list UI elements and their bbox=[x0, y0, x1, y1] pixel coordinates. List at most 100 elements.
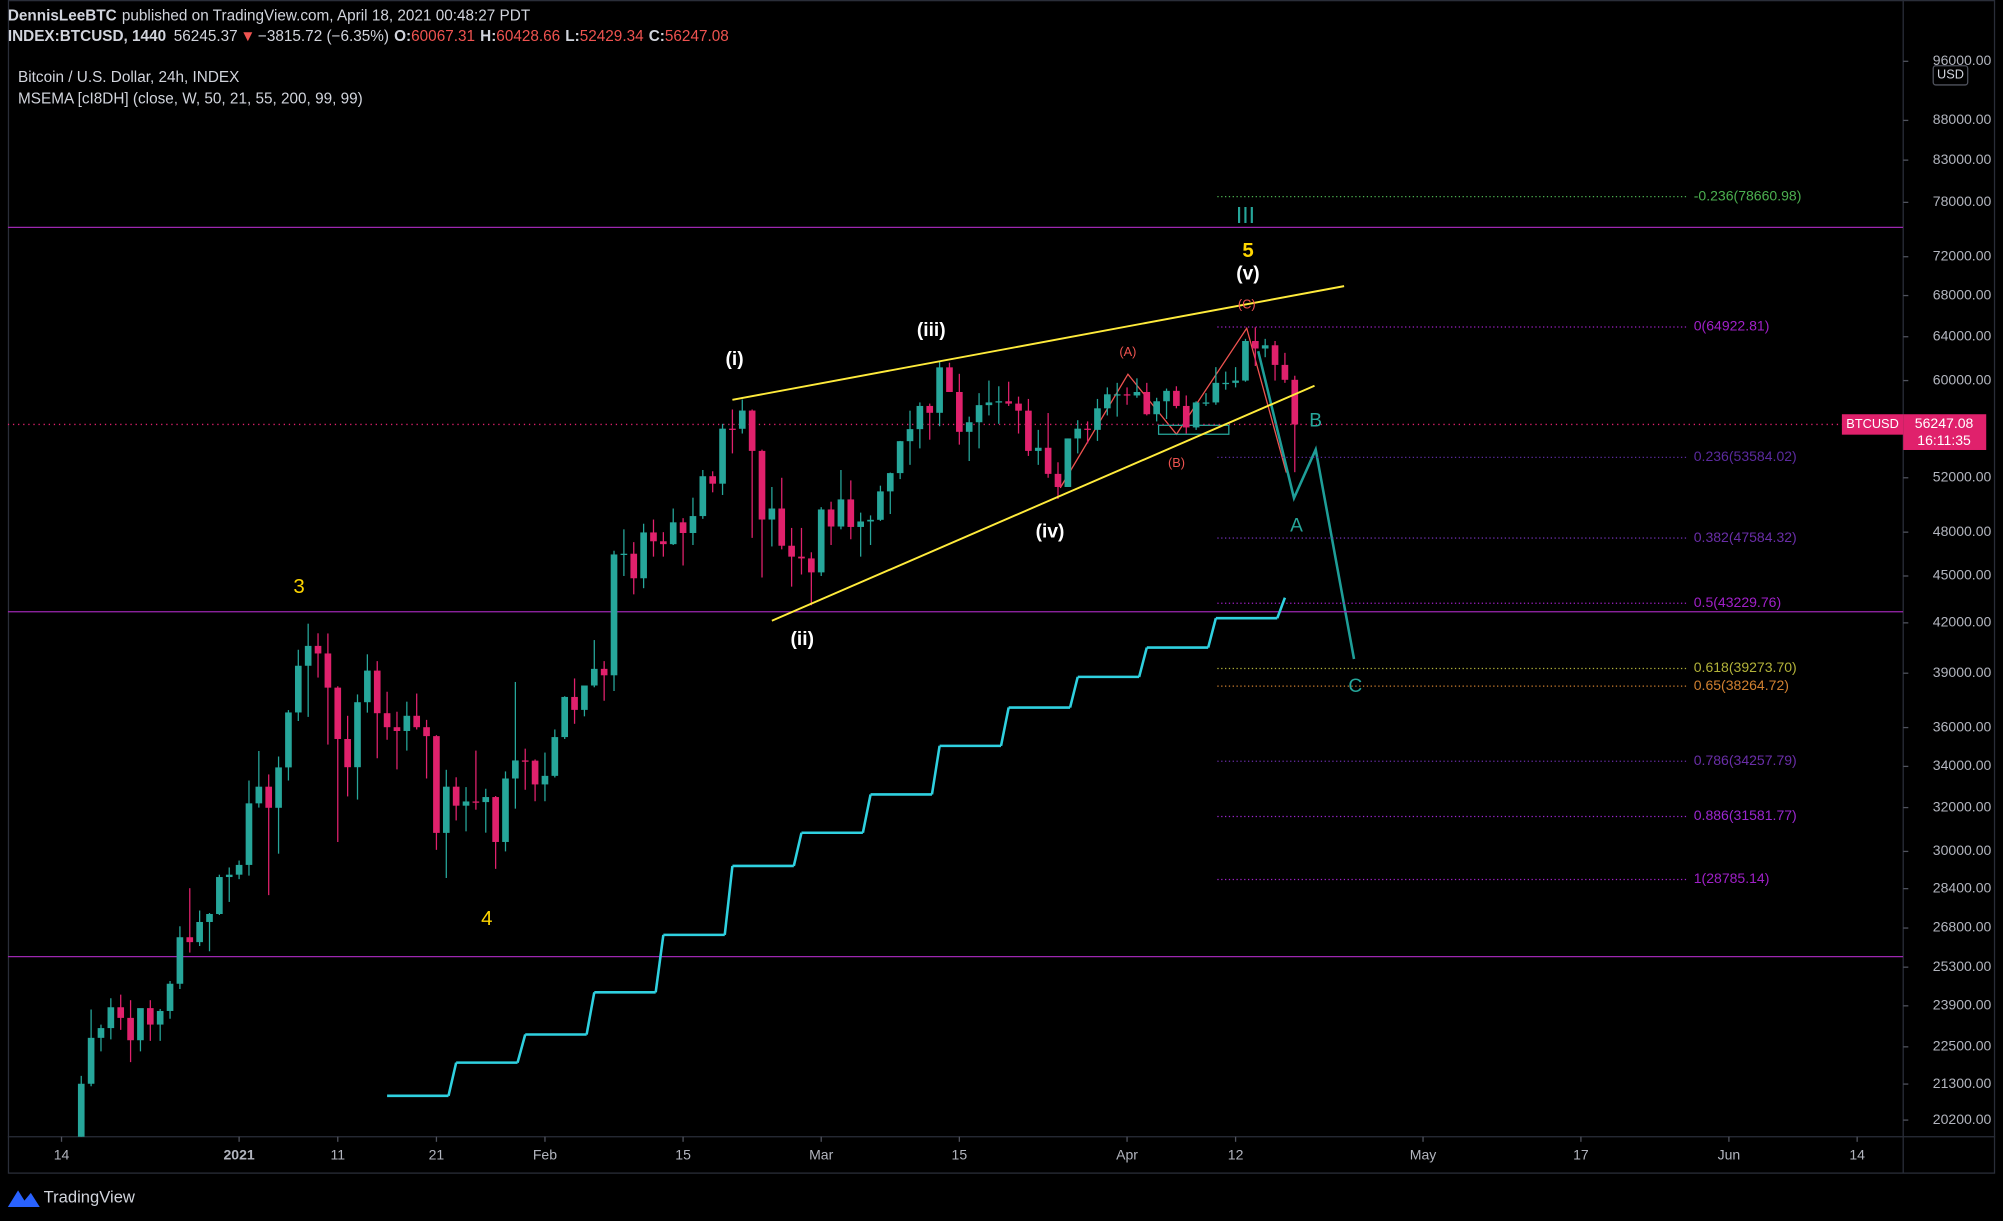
y-tick-label: 72000.00 bbox=[1933, 247, 1992, 263]
symbol-tag-text: BTCUSD bbox=[1846, 416, 1898, 431]
y-tick-label: 23900.00 bbox=[1933, 997, 1992, 1013]
candle-body bbox=[324, 653, 332, 688]
fib-label: 1(28785.14) bbox=[1694, 870, 1770, 886]
candle-body bbox=[413, 715, 421, 728]
candle-body bbox=[748, 410, 756, 451]
candle-body bbox=[729, 428, 736, 430]
candle-body bbox=[196, 921, 203, 943]
last: 56245.37 bbox=[174, 28, 238, 45]
msema-connector bbox=[1206, 617, 1218, 648]
candle-body bbox=[719, 428, 726, 484]
fib-label: 0.886(31581.77) bbox=[1694, 807, 1797, 823]
fib-label: 0.786(34257.79) bbox=[1694, 752, 1797, 768]
candle-body bbox=[640, 532, 647, 579]
y-tick-label: 83000.00 bbox=[1933, 151, 1992, 167]
candle-body bbox=[679, 522, 687, 534]
wave-label: 4 bbox=[481, 908, 492, 930]
close: 56247.08 bbox=[665, 28, 729, 45]
x-tick-label: 17 bbox=[1573, 1147, 1589, 1163]
candle-body bbox=[1281, 364, 1289, 380]
candle-body bbox=[837, 499, 845, 527]
wave-label: III bbox=[1236, 202, 1255, 228]
candle-body bbox=[97, 1028, 105, 1038]
candle-body bbox=[965, 422, 973, 432]
candle-body bbox=[314, 645, 322, 654]
candle-body bbox=[1192, 402, 1200, 428]
logo-shape bbox=[7, 1190, 40, 1207]
x-tick-label: Feb bbox=[533, 1147, 557, 1163]
candle-body bbox=[1104, 394, 1111, 409]
candle-body bbox=[354, 702, 361, 768]
currency-box bbox=[1932, 65, 1969, 86]
x-tick-label: 21 bbox=[429, 1147, 445, 1163]
candle-body bbox=[975, 405, 983, 423]
wave-label: 5 bbox=[1242, 240, 1253, 262]
high-label: H: bbox=[480, 28, 496, 45]
candle-body bbox=[275, 767, 282, 808]
candle-body bbox=[452, 786, 460, 806]
y-tick-label: 48000.00 bbox=[1933, 523, 1992, 539]
fib-label: 0.618(39273.70) bbox=[1694, 659, 1797, 675]
wave-label: (ii) bbox=[791, 629, 814, 650]
x-tick-label: 14 bbox=[54, 1147, 70, 1163]
candle-body bbox=[255, 786, 263, 804]
y-tick-label: 34000.00 bbox=[1933, 757, 1992, 773]
x-tick-label: Jun bbox=[1718, 1147, 1741, 1163]
candle-body bbox=[541, 775, 549, 785]
msema-connector bbox=[999, 707, 1010, 747]
candle-body bbox=[571, 696, 578, 710]
y-tick-label: 42000.00 bbox=[1933, 614, 1992, 630]
candle-body bbox=[896, 441, 904, 474]
msema-connector bbox=[585, 992, 596, 1035]
candle-body bbox=[847, 499, 855, 527]
candle-body bbox=[877, 491, 884, 520]
y-tick-label: 52000.00 bbox=[1933, 468, 1992, 484]
candle-body bbox=[867, 519, 874, 522]
symbol-tag bbox=[1841, 414, 1904, 435]
wave-label: C bbox=[1348, 676, 1362, 697]
low: 52429.34 bbox=[580, 28, 644, 45]
candle-body bbox=[630, 553, 638, 579]
wave-label: 3 bbox=[293, 576, 304, 598]
candle-body bbox=[817, 509, 825, 573]
candle-body bbox=[156, 1010, 164, 1025]
trendline bbox=[732, 285, 1345, 401]
x-tick-label: 15 bbox=[675, 1147, 691, 1163]
candle-body bbox=[472, 801, 480, 803]
candle-body bbox=[265, 786, 273, 808]
fib-label: 0.5(43229.76) bbox=[1694, 594, 1781, 610]
y-tick-label: 28400.00 bbox=[1933, 879, 1992, 895]
close-label: C: bbox=[649, 28, 665, 45]
x-tick-label: 14 bbox=[1849, 1147, 1865, 1163]
trendline bbox=[771, 384, 1315, 622]
fib-label: 0.236(53584.02) bbox=[1694, 448, 1797, 464]
candle-body bbox=[768, 508, 776, 520]
msema-connector bbox=[723, 865, 734, 936]
candle-body bbox=[561, 696, 569, 738]
candle-body bbox=[581, 685, 588, 710]
price-tag-value: 56247.08 bbox=[1915, 415, 1974, 431]
y-tick-label: 32000.00 bbox=[1933, 798, 1992, 814]
author: DennisLeeBTC bbox=[8, 8, 117, 25]
candle-body bbox=[294, 665, 302, 713]
candle-body bbox=[245, 803, 253, 865]
candle-body bbox=[235, 864, 243, 875]
candle-body bbox=[857, 521, 864, 527]
candle-body bbox=[1202, 402, 1210, 404]
candle-body bbox=[502, 778, 509, 842]
candle-body bbox=[1005, 401, 1012, 404]
msema-connector bbox=[447, 1062, 458, 1097]
candle-body bbox=[1113, 394, 1121, 396]
candle-body bbox=[1271, 345, 1279, 365]
candle-body bbox=[916, 405, 924, 430]
candle-body bbox=[344, 738, 351, 768]
candle-body bbox=[650, 532, 657, 542]
candle-body bbox=[1054, 473, 1062, 487]
candle-body bbox=[798, 556, 805, 559]
candle-body bbox=[1034, 447, 1042, 451]
candle-body bbox=[1291, 379, 1299, 425]
brand-logo bbox=[7, 1190, 40, 1207]
chart-title: Bitcoin / U.S. Dollar, 24h, INDEX bbox=[18, 69, 239, 86]
candle-body bbox=[403, 715, 411, 731]
